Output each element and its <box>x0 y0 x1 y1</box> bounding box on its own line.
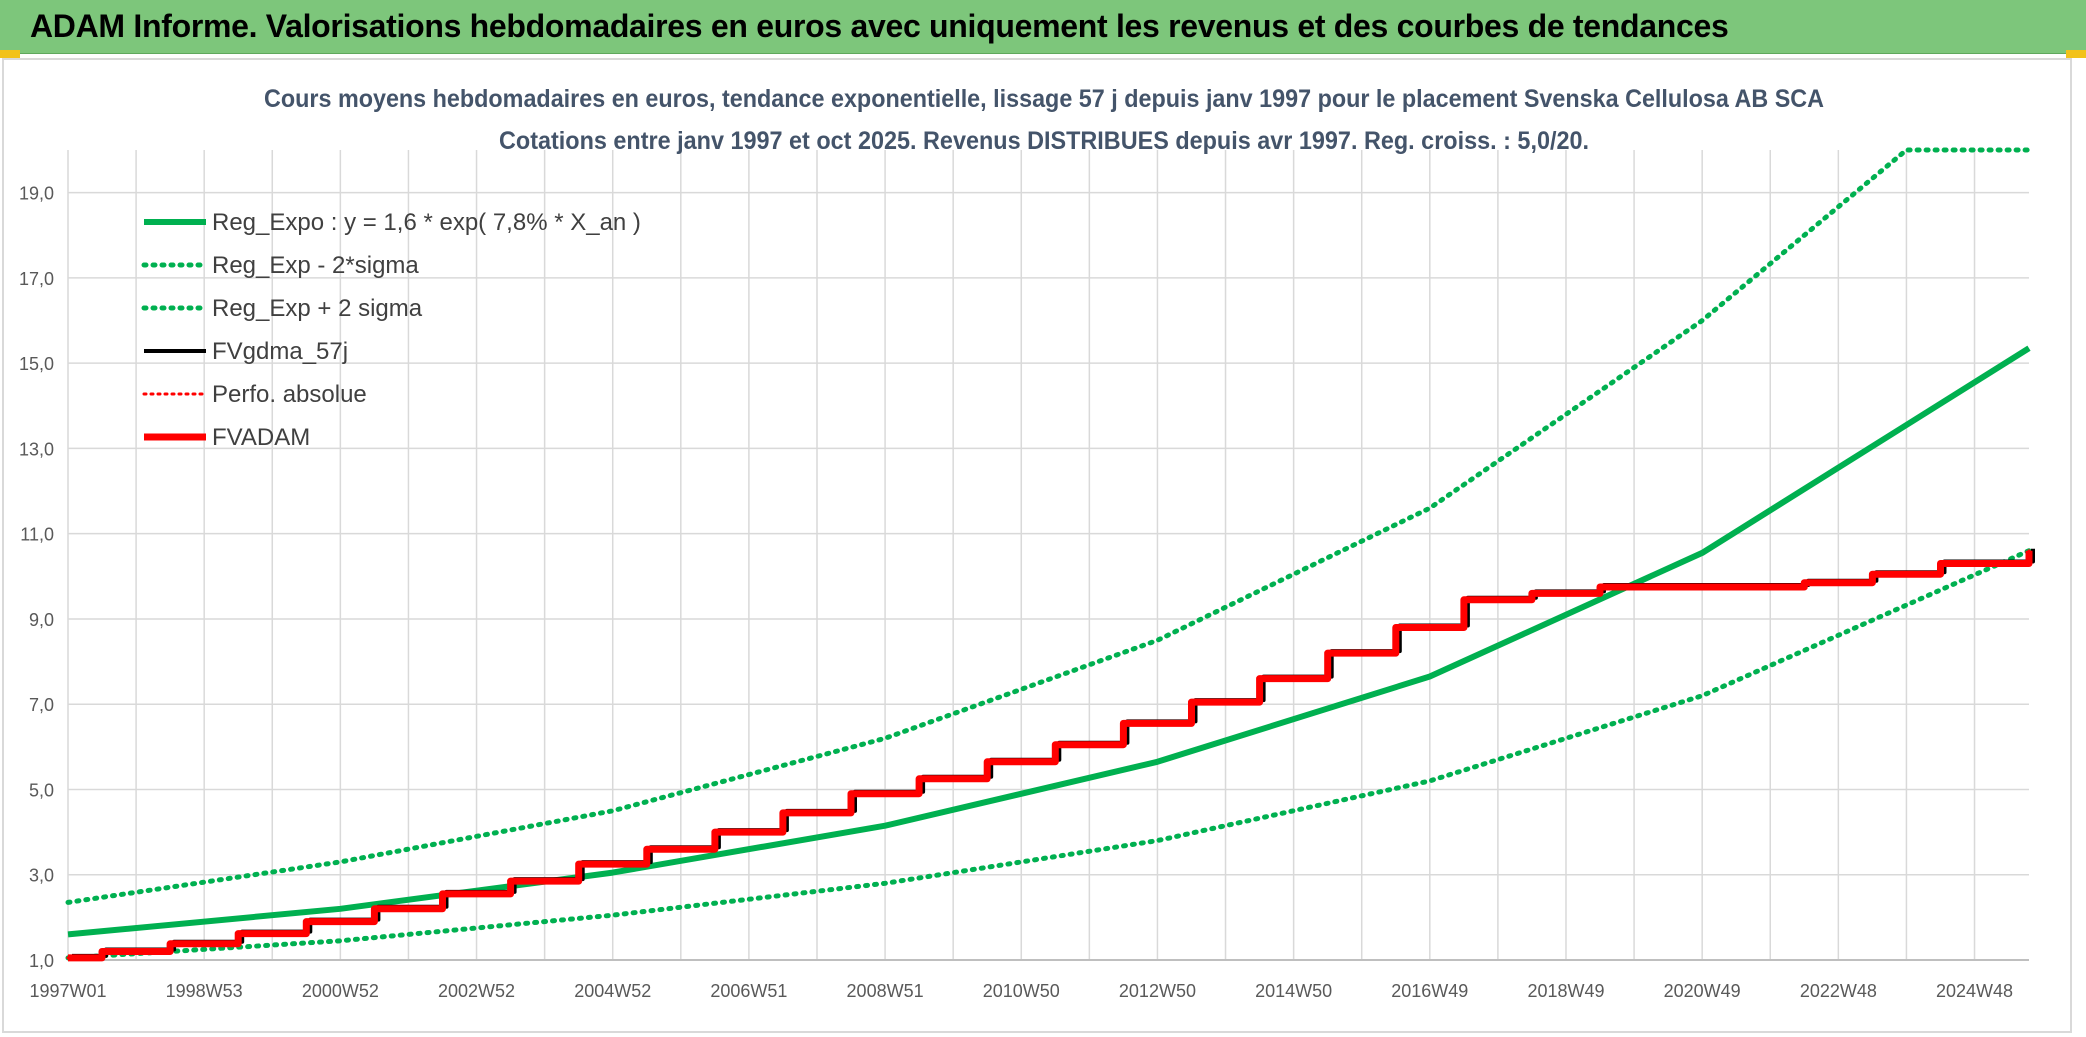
corner-accent-left <box>0 50 20 58</box>
x-tick-label: 2000W52 <box>302 981 379 1001</box>
legend-item-lower-band: Reg_Exp - 2*sigma <box>141 252 419 279</box>
x-tick-label: 2018W49 <box>1527 981 1604 1001</box>
legend-item-fvadam: FVADAM <box>144 424 310 451</box>
legend-label: Reg_Exp - 2*sigma <box>212 252 419 279</box>
x-tick-label: 2002W52 <box>438 981 515 1001</box>
chart-frame: 1,0 3,0 5,0 7,0 9,0 11,0 13,0 15,0 17,0 19,0 1997… <box>2 58 2072 1033</box>
y-tick-label: 3,0 <box>29 866 54 886</box>
upper-band-line <box>65 147 2032 905</box>
x-tick-label: 2006W51 <box>710 981 787 1001</box>
y-tick-label: 15,0 <box>19 354 54 374</box>
y-tick-label: 13,0 <box>19 439 54 459</box>
y-tick-label: 9,0 <box>29 610 54 630</box>
y-tick-label: 5,0 <box>29 780 54 800</box>
corner-accent-right <box>2066 50 2086 58</box>
legend-label: FVADAM <box>212 424 310 451</box>
legend-item-upper-band: Reg_Exp + 2 sigma <box>141 295 423 322</box>
y-tick-label: 7,0 <box>29 695 54 715</box>
x-tick-label: 2010W50 <box>983 981 1060 1001</box>
lower-band-line <box>65 548 2032 961</box>
legend-item-perfo-absolue: Perfo. absolue <box>142 381 367 408</box>
y-axis: 1,0 3,0 5,0 7,0 9,0 11,0 13,0 15,0 17,0 19,0 <box>19 184 54 971</box>
chart: 1,0 3,0 5,0 7,0 9,0 11,0 13,0 15,0 17,0 19,0 1997… <box>19 85 2035 1001</box>
legend-label: Perfo. absolue <box>212 381 367 408</box>
series <box>65 147 2035 962</box>
y-tick-label: 17,0 <box>19 269 54 289</box>
y-tick-label: 19,0 <box>19 184 54 204</box>
regression-line <box>67 345 2031 938</box>
x-tick-label: 2022W48 <box>1800 981 1877 1001</box>
x-tick-label: 2024W48 <box>1936 981 2013 1001</box>
x-tick-label: 2014W50 <box>1255 981 1332 1001</box>
report-header: ADAM Informe. Valorisations hebdomadaire… <box>0 0 2086 54</box>
legend-label: Reg_Expo : y = 1,6 * exp( 7,8% * X_an ) <box>212 209 641 236</box>
x-tick-label: 2008W51 <box>847 981 924 1001</box>
x-tick-label: 2016W49 <box>1391 981 1468 1001</box>
perfo-absolue-line <box>66 549 2031 960</box>
chart-title: Cours moyens hebdomadaires en euros, ten… <box>264 85 1824 113</box>
x-axis: 1997W01 1998W53 2000W52 2002W52 2004W52 2006W… <box>29 981 2013 1001</box>
x-tick-label: 2004W52 <box>574 981 651 1001</box>
fvadam-line <box>68 550 2033 962</box>
legend-item-regression: Reg_Expo : y = 1,6 * exp( 7,8% * X_an ) <box>144 209 641 236</box>
y-tick-label: 1,0 <box>29 951 54 971</box>
y-tick-label: 11,0 <box>20 525 54 545</box>
legend: Reg_Expo : y = 1,6 * exp( 7,8% * X_an ) R… <box>141 209 641 451</box>
report-title: ADAM Informe. Valorisations hebdomadaire… <box>30 8 1729 44</box>
legend-label: Reg_Exp + 2 sigma <box>212 295 423 322</box>
x-tick-label: 1997W01 <box>29 981 106 1001</box>
chart-subtitle: Cotations entre janv 1997 et oct 2025. R… <box>499 127 1589 155</box>
x-tick-label: 1998W53 <box>166 981 243 1001</box>
legend-label: FVgdma_57j <box>212 338 348 365</box>
legend-item-fvgdma: FVgdma_57j <box>144 338 348 365</box>
x-tick-label: 2012W50 <box>1119 981 1196 1001</box>
x-tick-label: 2020W49 <box>1664 981 1741 1001</box>
